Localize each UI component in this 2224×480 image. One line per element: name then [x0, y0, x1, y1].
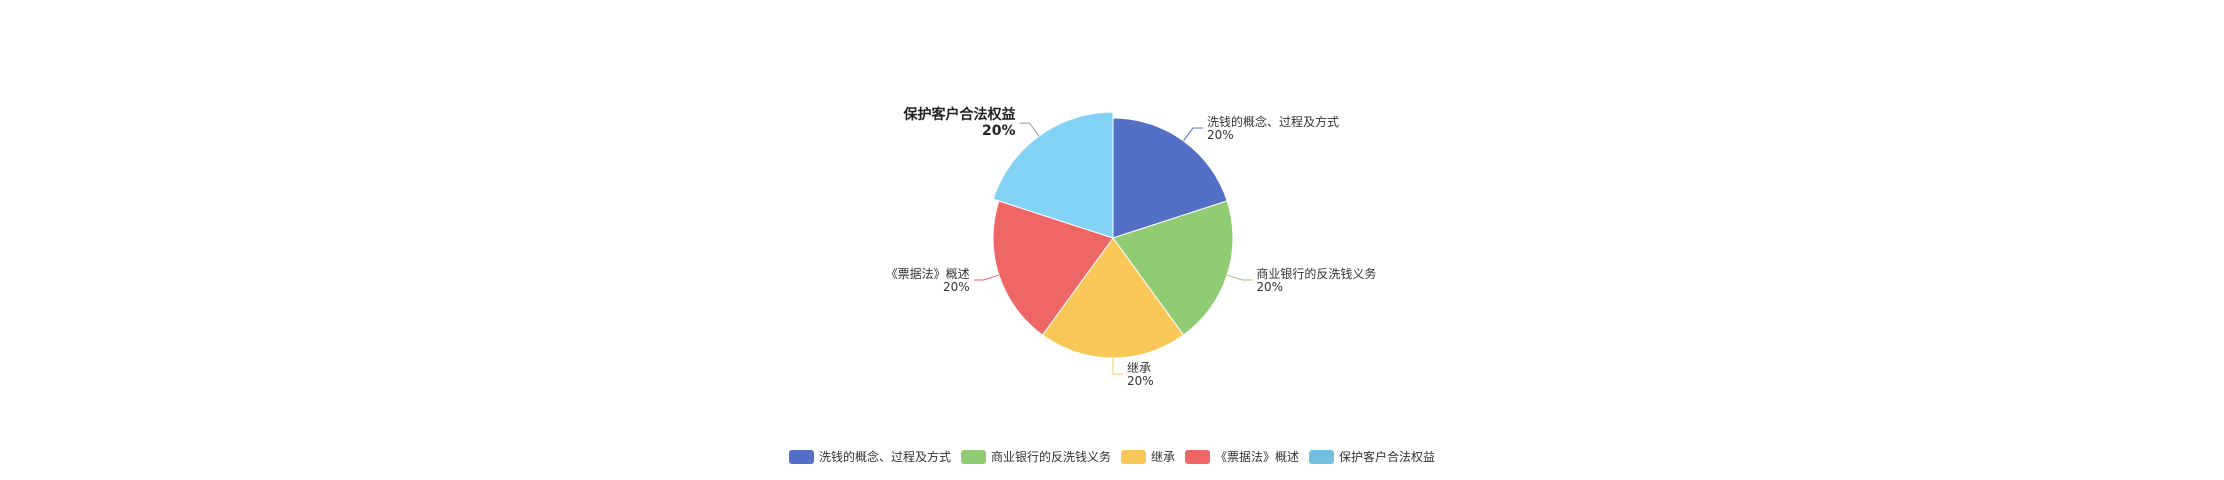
slice-label-name-5: 保护客户合法权益: [903, 106, 1016, 123]
legend-label-3: 继承: [1150, 450, 1175, 464]
pie-slice-5[interactable]: [992, 111, 1114, 239]
leader-line-3: [1112, 358, 1123, 375]
pie-slice-2[interactable]: [1112, 200, 1234, 336]
leader-line-2: [1226, 274, 1253, 281]
legend-swatch-2: [960, 449, 986, 464]
labels-layer: 洗钱的概念、过程及方式20%商业银行的反洗钱义务20%继承20%《票据法》概述2…: [886, 106, 1377, 388]
pie-slice-4[interactable]: [992, 200, 1114, 336]
slices-layer: [992, 111, 1234, 359]
leader-line-4: [973, 274, 1000, 281]
slice-label-percent-2: 20%: [1256, 280, 1283, 294]
legend-item-3[interactable]: 继承: [1120, 448, 1175, 465]
legend-swatch-1: [788, 449, 814, 464]
legend-label-4: 《票据法》概述: [1215, 450, 1300, 464]
slice-label-name-2: 商业银行的反洗钱义务: [1256, 266, 1376, 281]
slice-label-percent-5: 20%: [982, 123, 1016, 139]
legend: 洗钱的概念、过程及方式 商业银行的反洗钱义务 继承 《票据法》概述 保护客户合法权益: [0, 448, 2224, 465]
legend-label-5: 保护客户合法权益: [1339, 450, 1436, 464]
legend-item-2[interactable]: 商业银行的反洗钱义务: [960, 448, 1111, 465]
leader-line-1: [1183, 127, 1203, 142]
legend-swatch-3: [1120, 449, 1146, 464]
legend-swatch-5: [1309, 449, 1335, 464]
slice-label-name-3: 继承: [1127, 361, 1151, 375]
legend-label-2: 商业银行的反洗钱义务: [990, 450, 1111, 464]
legend-label-1: 洗钱的概念、过程及方式: [818, 450, 951, 464]
leader-line-5: [1019, 122, 1040, 137]
slice-label-percent-3: 20%: [1127, 374, 1154, 388]
slice-label-percent-4: 20%: [943, 280, 970, 294]
legend-item-4[interactable]: 《票据法》概述: [1185, 448, 1299, 465]
slice-label-name-1: 洗钱的概念、过程及方式: [1207, 114, 1339, 129]
legend-item-5[interactable]: 保护客户合法权益: [1309, 448, 1435, 465]
legend-item-1[interactable]: 洗钱的概念、过程及方式: [788, 448, 951, 465]
pie-slice-3[interactable]: [1041, 237, 1185, 359]
pie-slice-1[interactable]: [1112, 117, 1228, 239]
slice-label-percent-1: 20%: [1207, 128, 1234, 142]
slice-label-name-4: 《票据法》概述: [886, 267, 970, 281]
legend-swatch-4: [1185, 449, 1210, 464]
